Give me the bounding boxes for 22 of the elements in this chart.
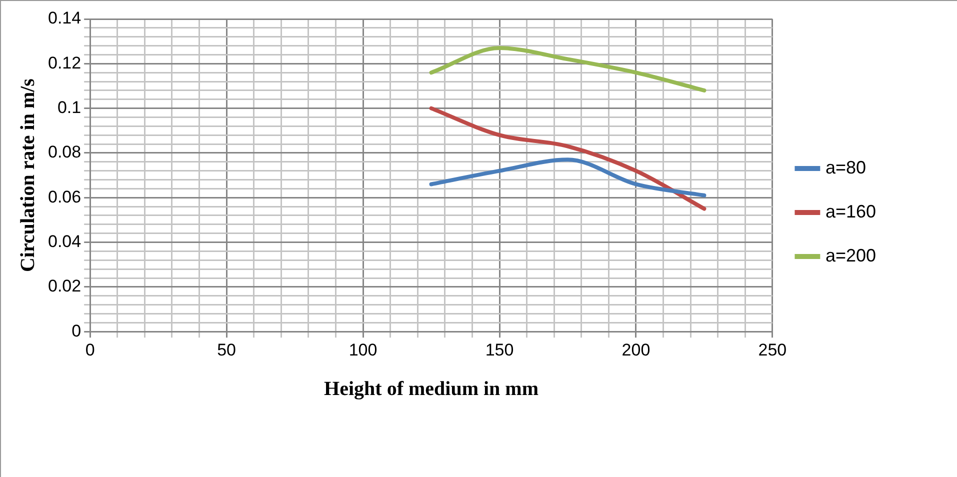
y-tick-label: 0.02 [48, 276, 82, 296]
y-axis-title: Circulation rate in m/s [17, 78, 40, 272]
line-series [429, 106, 706, 211]
x-tick-label: 50 [217, 340, 236, 360]
y-tick-label: 0.08 [48, 142, 82, 162]
line-series [429, 46, 706, 92]
legend-label: a=80 [825, 157, 866, 178]
x-tick-label: 250 [758, 340, 787, 360]
y-tick-label: 0.04 [48, 232, 82, 251]
y-tick-label: 0 [72, 321, 82, 340]
y-tick-label: 0.14 [48, 8, 82, 28]
x-tick-label: 100 [348, 340, 378, 360]
y-tick-label: 0.06 [48, 187, 82, 206]
x-tick-label: 150 [485, 340, 514, 360]
y-tick-label: 0.12 [48, 53, 82, 72]
line-series [429, 158, 706, 198]
x-tick-label: 0 [85, 340, 95, 360]
y-tick-label: 0.1 [57, 98, 82, 117]
x-tick-label: 200 [622, 340, 650, 360]
x-axis-title: Height of medium in mm [324, 378, 539, 400]
legend-label: a=200 [825, 245, 876, 266]
legend-label: a=160 [825, 201, 876, 222]
